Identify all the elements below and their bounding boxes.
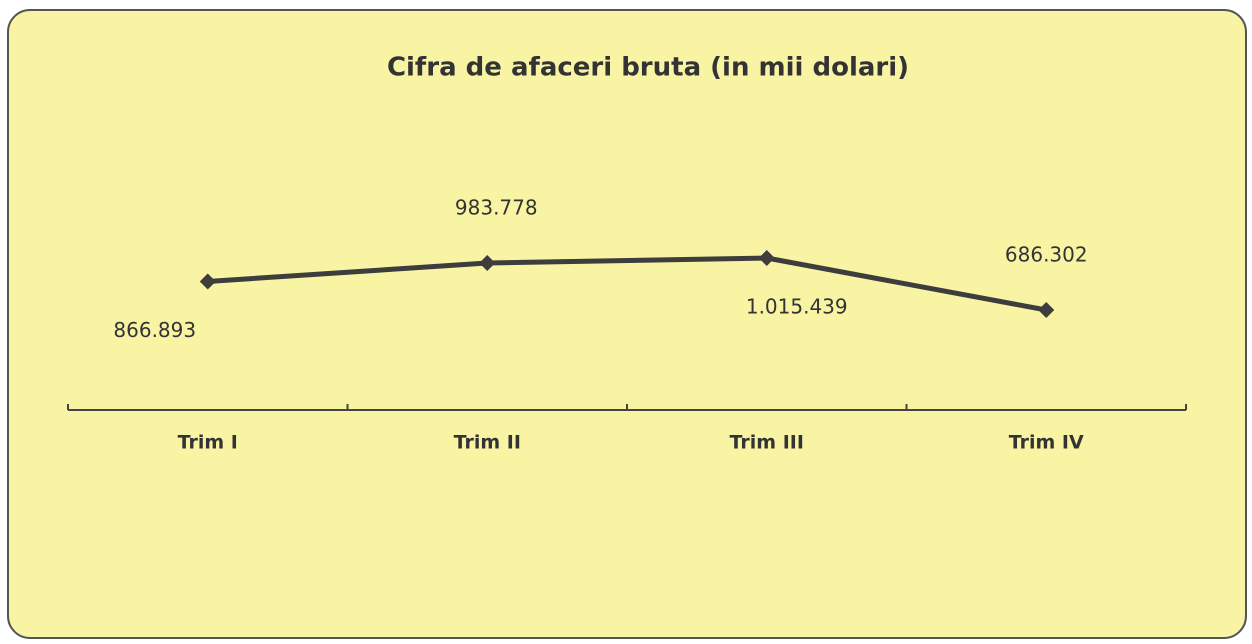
marker bbox=[479, 255, 496, 272]
chart-title: Cifra de afaceri bruta (in mii dolari) bbox=[387, 53, 909, 83]
chart-background bbox=[7, 9, 1247, 639]
x-tick-label: Trim II bbox=[454, 432, 521, 454]
data-label: 1.015.439 bbox=[746, 295, 848, 319]
x-tick-label: Trim I bbox=[178, 432, 238, 454]
x-tick-label: Trim IV bbox=[1009, 432, 1084, 454]
marker bbox=[199, 273, 216, 290]
marker bbox=[758, 250, 775, 266]
line bbox=[207, 255, 1047, 313]
x-tick-label: Trim III bbox=[730, 432, 804, 454]
marker bbox=[1038, 302, 1055, 318]
data-label: 866.893 bbox=[113, 318, 196, 342]
data-label: 983.778 bbox=[455, 196, 538, 220]
data-label: 686.302 bbox=[1005, 243, 1088, 267]
